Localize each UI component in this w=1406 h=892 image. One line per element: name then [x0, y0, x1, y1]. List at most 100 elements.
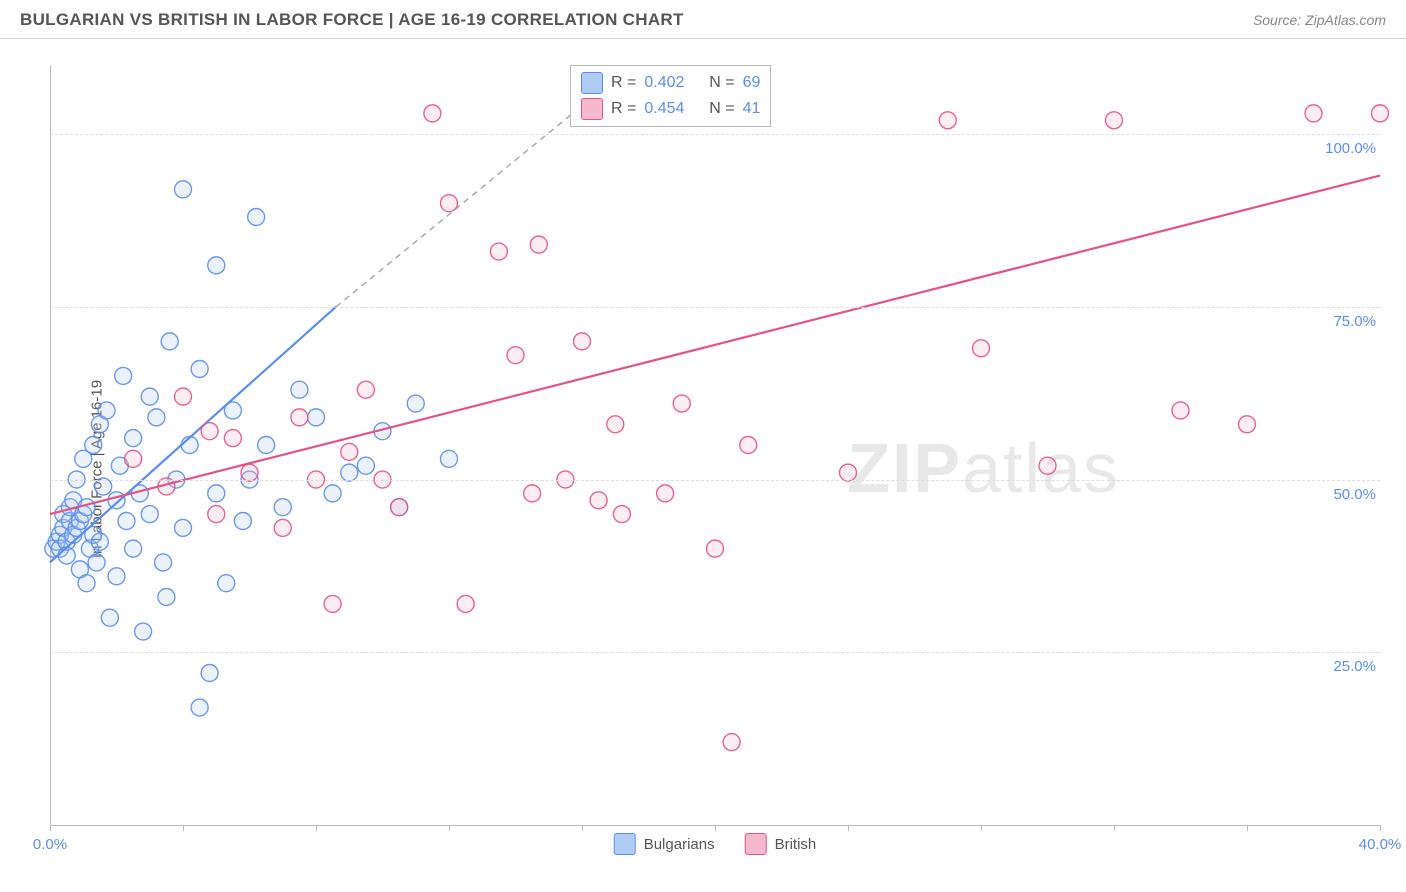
ytick-label: 25.0% — [1333, 658, 1376, 675]
scatter-point — [85, 437, 102, 454]
scatter-point — [141, 388, 158, 405]
scatter-point — [441, 450, 458, 467]
legend-item-british: British — [745, 833, 817, 855]
xtick — [449, 825, 450, 831]
plot-svg — [50, 65, 1380, 825]
xtick-label: 40.0% — [1359, 836, 1402, 853]
xtick — [316, 825, 317, 831]
n-label: N = — [709, 70, 734, 96]
scatter-point — [441, 195, 458, 212]
scatter-point — [101, 609, 118, 626]
scatter-point — [1039, 457, 1056, 474]
xtick — [715, 825, 716, 831]
scatter-point — [141, 506, 158, 523]
stats-row-bulgarians: R = 0.402 N = 69 — [581, 70, 760, 96]
n-label: N = — [709, 96, 734, 122]
stats-row-british: R = 0.454 N = 41 — [581, 96, 760, 122]
scatter-point — [357, 381, 374, 398]
xtick — [582, 825, 583, 831]
trend-line — [50, 307, 336, 563]
ytick-label: 100.0% — [1325, 140, 1376, 157]
scatter-point — [308, 409, 325, 426]
scatter-point — [590, 492, 607, 509]
scatter-point — [108, 568, 125, 585]
legend-label-bulgarians: Bulgarians — [644, 836, 715, 853]
scatter-point — [939, 112, 956, 129]
scatter-point — [201, 665, 218, 682]
scatter-point — [125, 540, 142, 557]
scatter-point — [78, 575, 95, 592]
scatter-point — [507, 347, 524, 364]
chart-container: In Labor Force | Age 16-19 ZIPatlas R = … — [0, 45, 1406, 892]
scatter-point — [707, 540, 724, 557]
r-value-british: 0.454 — [644, 96, 684, 122]
scatter-point — [524, 485, 541, 502]
xtick — [1380, 825, 1381, 831]
legend-item-bulgarians: Bulgarians — [614, 833, 715, 855]
scatter-point — [175, 388, 192, 405]
plot-area: ZIPatlas R = 0.402 N = 69 R = 0.454 N = … — [50, 65, 1380, 826]
scatter-point — [58, 547, 75, 564]
scatter-point — [723, 734, 740, 751]
scatter-point — [457, 595, 474, 612]
scatter-point — [108, 492, 125, 509]
scatter-point — [740, 437, 757, 454]
scatter-point — [88, 554, 105, 571]
scatter-point — [158, 589, 175, 606]
scatter-point — [391, 499, 408, 516]
xtick — [1247, 825, 1248, 831]
scatter-point — [530, 236, 547, 253]
gridline — [50, 307, 1380, 308]
scatter-point — [208, 506, 225, 523]
xtick-label: 0.0% — [33, 836, 67, 853]
scatter-point — [248, 209, 265, 226]
scatter-point — [118, 513, 135, 530]
scatter-point — [191, 699, 208, 716]
scatter-point — [161, 333, 178, 350]
n-value-british: 41 — [743, 96, 761, 122]
xtick — [981, 825, 982, 831]
scatter-point — [1172, 402, 1189, 419]
r-label: R = — [611, 96, 636, 122]
scatter-point — [208, 257, 225, 274]
source-attribution: Source: ZipAtlas.com — [1253, 12, 1386, 28]
xtick — [183, 825, 184, 831]
scatter-point — [234, 513, 251, 530]
x-axis-legend: Bulgarians British — [614, 833, 817, 855]
scatter-point — [208, 485, 225, 502]
ytick-label: 75.0% — [1333, 313, 1376, 330]
scatter-point — [125, 430, 142, 447]
scatter-point — [973, 340, 990, 357]
scatter-point — [490, 243, 507, 260]
chart-title: BULGARIAN VS BRITISH IN LABOR FORCE | AG… — [20, 10, 684, 30]
swatch-british-icon — [581, 98, 603, 120]
scatter-point — [407, 395, 424, 412]
r-value-bulgarians: 0.402 — [644, 70, 684, 96]
correlation-stats-box: R = 0.402 N = 69 R = 0.454 N = 41 — [570, 65, 771, 127]
gridline — [50, 480, 1380, 481]
scatter-point — [175, 181, 192, 198]
scatter-point — [135, 623, 152, 640]
xtick — [50, 825, 51, 831]
scatter-point — [291, 409, 308, 426]
scatter-point — [1305, 105, 1322, 122]
gridline — [50, 652, 1380, 653]
scatter-point — [613, 506, 630, 523]
r-label: R = — [611, 70, 636, 96]
scatter-point — [424, 105, 441, 122]
scatter-point — [324, 595, 341, 612]
scatter-point — [357, 457, 374, 474]
n-value-bulgarians: 69 — [743, 70, 761, 96]
scatter-point — [574, 333, 591, 350]
swatch-bulgarians-icon — [581, 72, 603, 94]
ytick-label: 50.0% — [1333, 486, 1376, 503]
gridline — [50, 134, 1380, 135]
scatter-point — [1239, 416, 1256, 433]
scatter-point — [274, 519, 291, 536]
scatter-point — [1372, 105, 1389, 122]
scatter-point — [148, 409, 165, 426]
xtick — [848, 825, 849, 831]
scatter-point — [224, 430, 241, 447]
scatter-point — [98, 402, 115, 419]
scatter-point — [657, 485, 674, 502]
